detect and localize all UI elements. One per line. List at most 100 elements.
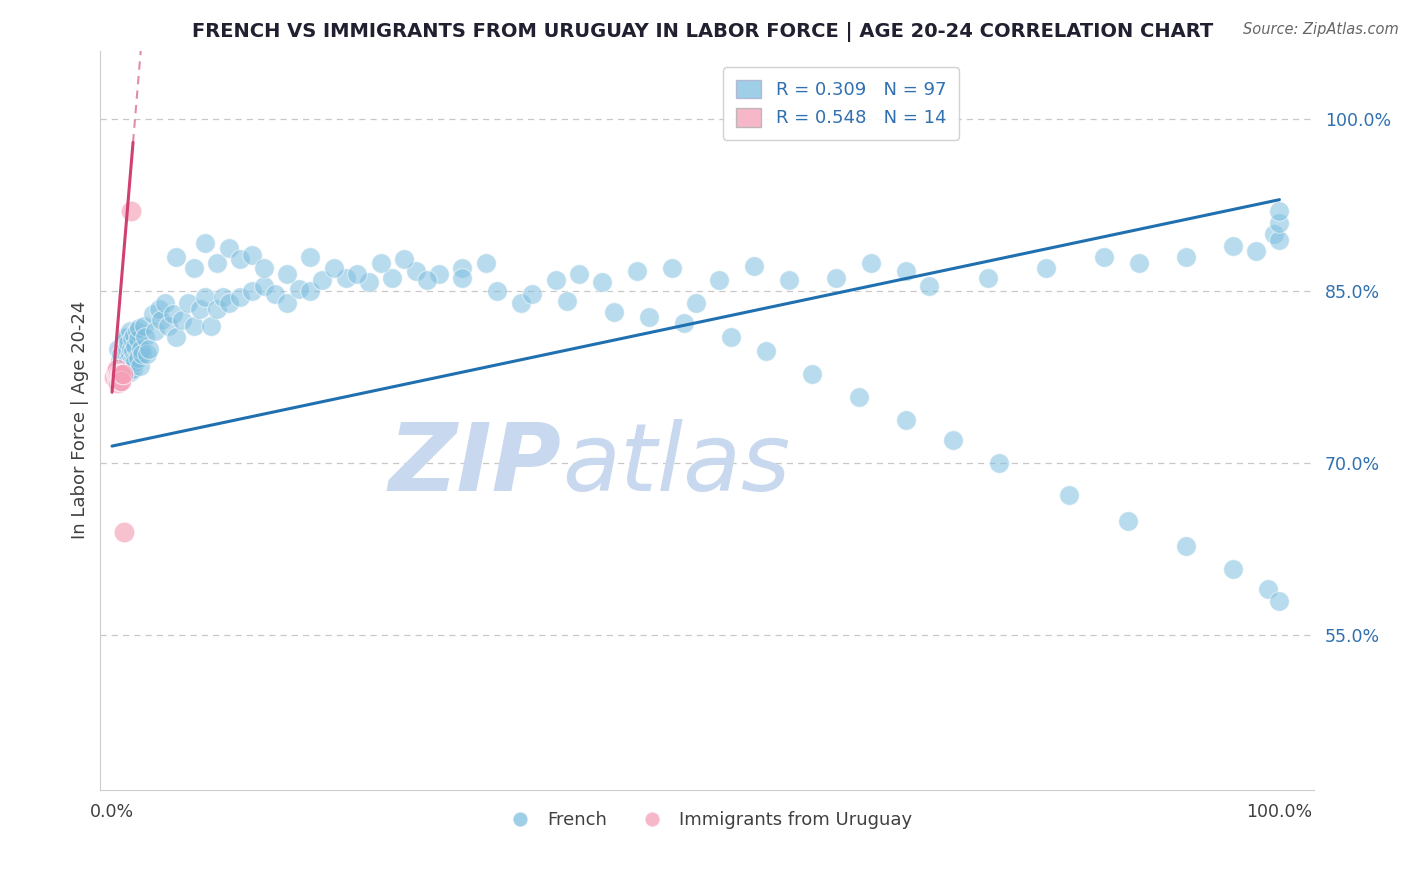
Point [112,524,135,539]
Point [626,264,648,278]
Point [105,370,128,384]
Point [136,347,159,361]
Point [112,335,135,350]
Point [522,286,544,301]
Point [555,293,578,308]
Point [1268,204,1291,219]
Point [111,367,134,381]
Point [122,343,145,358]
Point [894,264,917,278]
Point [638,310,661,324]
Point [1092,250,1115,264]
Point [742,259,765,273]
Point [120,204,142,219]
Point [118,325,141,339]
Point [486,285,509,299]
Point [253,278,276,293]
Point [124,355,146,369]
Point [110,374,132,388]
Point [124,339,146,353]
Text: FRENCH VS IMMIGRANTS FROM URUGUAY IN LABOR FORCE | AGE 20-24 CORRELATION CHART: FRENCH VS IMMIGRANTS FROM URUGUAY IN LAB… [193,22,1213,42]
Point [322,261,344,276]
Point [299,250,322,264]
Point [276,295,298,310]
Point [117,335,139,350]
Point [118,347,141,361]
Point [143,325,166,339]
Point [142,307,165,321]
Point [115,365,138,379]
Point [405,264,427,278]
Point [824,270,846,285]
Point [276,267,298,281]
Point [111,355,134,369]
Point [165,250,187,264]
Point [162,307,184,321]
Point [134,330,156,344]
Text: ZIP: ZIP [389,418,562,510]
Point [205,301,228,316]
Point [673,317,696,331]
Point [427,267,450,281]
Point [544,273,567,287]
Point [451,261,474,276]
Point [253,261,276,276]
Point [107,367,129,381]
Legend: French, Immigrants from Uruguay: French, Immigrants from Uruguay [495,804,920,837]
Point [370,256,392,270]
Point [357,275,380,289]
Point [194,236,217,251]
Point [188,301,211,316]
Point [801,367,824,381]
Point [894,413,917,427]
Y-axis label: In Labor Force | Age 20-24: In Labor Force | Age 20-24 [72,301,89,540]
Point [129,359,152,373]
Point [200,318,222,333]
Point [148,301,170,316]
Point [918,278,941,293]
Point [229,290,252,304]
Point [112,350,135,364]
Point [707,273,730,287]
Point [778,273,800,287]
Point [218,295,240,310]
Point [1222,238,1244,252]
Point [131,347,153,361]
Point [138,342,160,356]
Point [335,270,357,285]
Point [108,353,131,368]
Point [288,282,311,296]
Point [121,353,143,368]
Point [108,374,131,388]
Point [976,270,998,285]
Point [1059,488,1081,502]
Point [120,342,142,356]
Point [755,343,778,358]
Point [474,256,496,270]
Point [451,270,474,285]
Point [392,252,415,267]
Point [115,347,138,361]
Point [115,359,138,373]
Point [107,342,129,356]
Point [165,330,187,344]
Point [685,295,707,310]
Point [114,330,136,344]
Point [115,330,138,344]
Point [114,342,136,356]
Point [229,252,252,267]
Point [568,267,591,281]
Point [110,347,132,361]
Point [127,351,149,365]
Point [1116,514,1139,528]
Point [122,353,145,368]
Point [240,248,263,262]
Point [1175,539,1198,553]
Point [157,318,180,333]
Point [127,333,149,347]
Point [381,270,404,285]
Point [1268,216,1291,230]
Point [988,456,1011,470]
Point [346,267,368,281]
Point [194,290,217,304]
